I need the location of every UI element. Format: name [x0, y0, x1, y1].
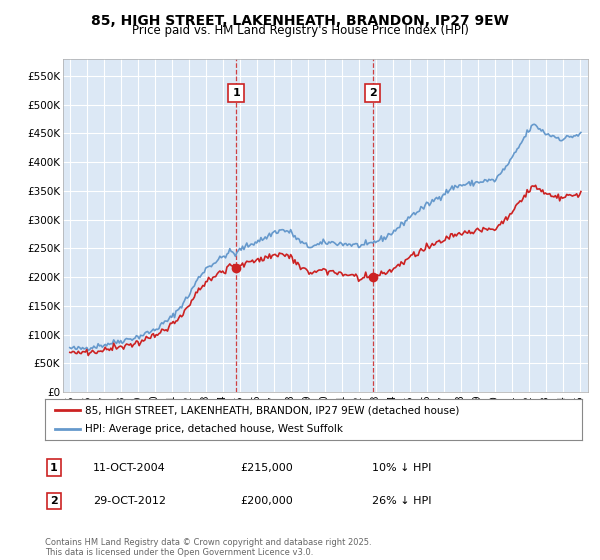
Text: 85, HIGH STREET, LAKENHEATH, BRANDON, IP27 9EW: 85, HIGH STREET, LAKENHEATH, BRANDON, IP…: [91, 14, 509, 28]
Text: Price paid vs. HM Land Registry's House Price Index (HPI): Price paid vs. HM Land Registry's House …: [131, 24, 469, 37]
Text: £215,000: £215,000: [240, 463, 293, 473]
Text: HPI: Average price, detached house, West Suffolk: HPI: Average price, detached house, West…: [85, 424, 343, 433]
Text: 2: 2: [50, 496, 58, 506]
Text: £200,000: £200,000: [240, 496, 293, 506]
Text: 85, HIGH STREET, LAKENHEATH, BRANDON, IP27 9EW (detached house): 85, HIGH STREET, LAKENHEATH, BRANDON, IP…: [85, 405, 460, 415]
Text: 29-OCT-2012: 29-OCT-2012: [93, 496, 166, 506]
Text: 11-OCT-2004: 11-OCT-2004: [93, 463, 166, 473]
Text: 26% ↓ HPI: 26% ↓ HPI: [372, 496, 431, 506]
Text: 10% ↓ HPI: 10% ↓ HPI: [372, 463, 431, 473]
Text: Contains HM Land Registry data © Crown copyright and database right 2025.
This d: Contains HM Land Registry data © Crown c…: [45, 538, 371, 557]
Text: 2: 2: [369, 88, 377, 98]
Text: 1: 1: [50, 463, 58, 473]
Text: 1: 1: [232, 88, 240, 98]
